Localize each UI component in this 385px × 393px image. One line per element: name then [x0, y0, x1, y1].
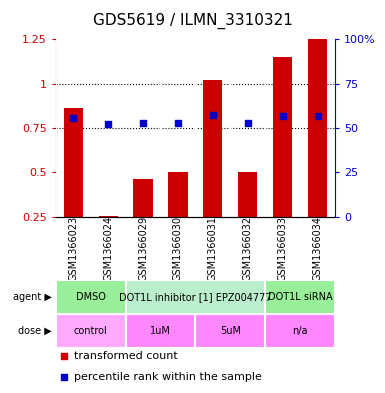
Text: control: control [74, 326, 107, 336]
Bar [203, 80, 223, 217]
Point [105, 121, 111, 127]
Text: n/a: n/a [292, 326, 308, 336]
Text: 5uM: 5uM [220, 326, 241, 336]
Bar [126, 314, 195, 348]
Point [175, 120, 181, 127]
Text: DOT1L siRNA: DOT1L siRNA [268, 292, 332, 302]
Point [140, 120, 146, 127]
Point [280, 113, 286, 119]
Text: GSM1366034: GSM1366034 [313, 216, 323, 281]
Text: GSM1366029: GSM1366029 [138, 216, 148, 281]
Bar [99, 216, 118, 217]
Text: GSM1366033: GSM1366033 [278, 216, 288, 281]
Bar [238, 172, 257, 217]
Bar [56, 314, 126, 348]
Point [61, 374, 67, 380]
Text: dose ▶: dose ▶ [18, 326, 52, 336]
Bar [134, 179, 152, 217]
Bar [64, 108, 83, 217]
Text: GSM1366023: GSM1366023 [68, 216, 78, 281]
Text: percentile rank within the sample: percentile rank within the sample [74, 372, 262, 382]
Text: DMSO: DMSO [76, 292, 105, 302]
Bar [195, 314, 265, 348]
Point [315, 112, 321, 119]
Point [210, 112, 216, 118]
Point [244, 120, 251, 127]
Bar [273, 57, 292, 217]
Text: DOT1L inhibitor [1] EPZ004777: DOT1L inhibitor [1] EPZ004777 [119, 292, 272, 302]
Point [70, 115, 76, 121]
Bar [126, 280, 265, 314]
Bar [56, 280, 126, 314]
Text: GSM1366024: GSM1366024 [103, 216, 113, 281]
Bar [265, 280, 335, 314]
Text: GDS5619 / ILMN_3310321: GDS5619 / ILMN_3310321 [92, 13, 293, 29]
Text: transformed count: transformed count [74, 351, 178, 360]
Bar [168, 172, 187, 217]
Bar [265, 314, 335, 348]
Point [61, 353, 67, 359]
Text: GSM1366031: GSM1366031 [208, 216, 218, 281]
Bar [308, 39, 327, 217]
Text: GSM1366030: GSM1366030 [173, 216, 183, 281]
Text: GSM1366032: GSM1366032 [243, 216, 253, 281]
Text: 1uM: 1uM [150, 326, 171, 336]
Text: agent ▶: agent ▶ [13, 292, 52, 302]
